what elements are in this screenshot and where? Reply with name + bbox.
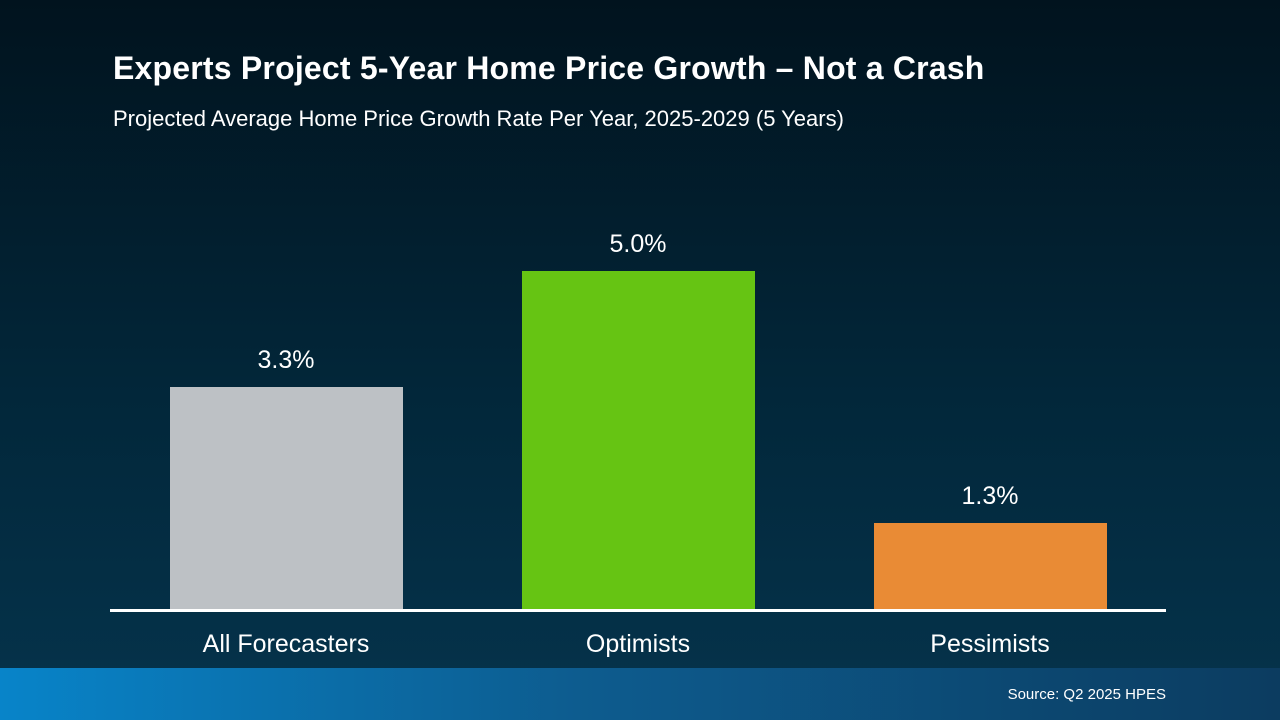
source-note: Source: Q2 2025 HPES: [1007, 685, 1166, 703]
bar-group-pessimists: 1.3%: [814, 482, 1166, 611]
bar-chart: 3.3% 5.0% 1.3%: [110, 191, 1166, 611]
bar-group-optimists: 5.0%: [462, 230, 814, 611]
footer-bar: Source: Q2 2025 HPES: [0, 668, 1280, 720]
bar-pessimists: [873, 523, 1107, 611]
x-axis-line: [110, 609, 1166, 612]
bar-all-forecasters: [169, 387, 403, 611]
bar-optimists: [521, 271, 755, 611]
value-label-optimists: 5.0%: [609, 230, 667, 258]
bar-group-all-forecasters: 3.3%: [110, 346, 462, 611]
page-subtitle: Projected Average Home Price Growth Rate…: [113, 106, 844, 131]
category-label-all-forecasters: All Forecasters: [202, 630, 370, 658]
value-label-pessimists: 1.3%: [961, 482, 1019, 510]
category-label-optimists: Optimists: [585, 630, 691, 658]
category-labels: All Forecasters Optimists Pessimists: [110, 630, 1166, 659]
value-label-all-forecasters: 3.3%: [257, 346, 315, 374]
category-label-pessimists: Pessimists: [930, 630, 1050, 658]
page-title: Experts Project 5-Year Home Price Growth…: [113, 50, 985, 86]
